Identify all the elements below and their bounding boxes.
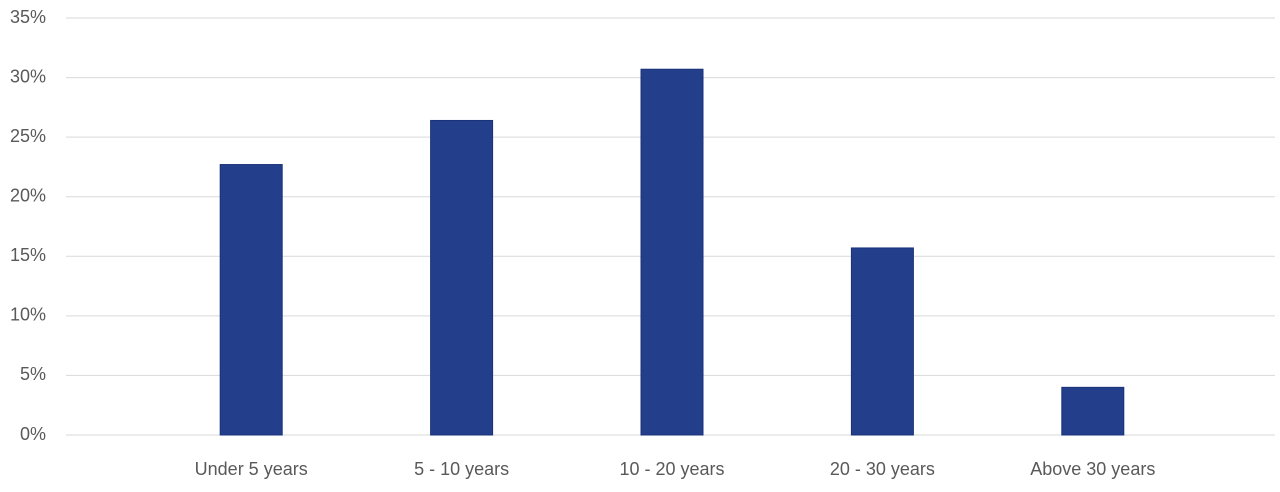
- x-tick-label: Above 30 years: [1030, 459, 1155, 479]
- bar: [430, 119, 494, 436]
- x-tick-label: 10 - 20 years: [619, 459, 724, 479]
- y-tick-label: 30%: [10, 66, 46, 86]
- y-tick-label: 25%: [10, 126, 46, 146]
- x-tick-label: Under 5 years: [195, 459, 308, 479]
- y-tick-label: 10%: [10, 305, 46, 325]
- x-tick-label: 20 - 30 years: [830, 459, 935, 479]
- bar: [850, 247, 914, 436]
- y-tick-label: 5%: [20, 364, 46, 384]
- y-tick-label: 0%: [20, 424, 46, 444]
- bar: [1061, 386, 1125, 436]
- x-tick-label: 5 - 10 years: [414, 459, 509, 479]
- bar: [640, 68, 704, 436]
- y-tick-label: 35%: [10, 7, 46, 27]
- bar: [219, 164, 283, 436]
- y-tick-label: 20%: [10, 185, 46, 205]
- y-tick-label: 15%: [10, 245, 46, 265]
